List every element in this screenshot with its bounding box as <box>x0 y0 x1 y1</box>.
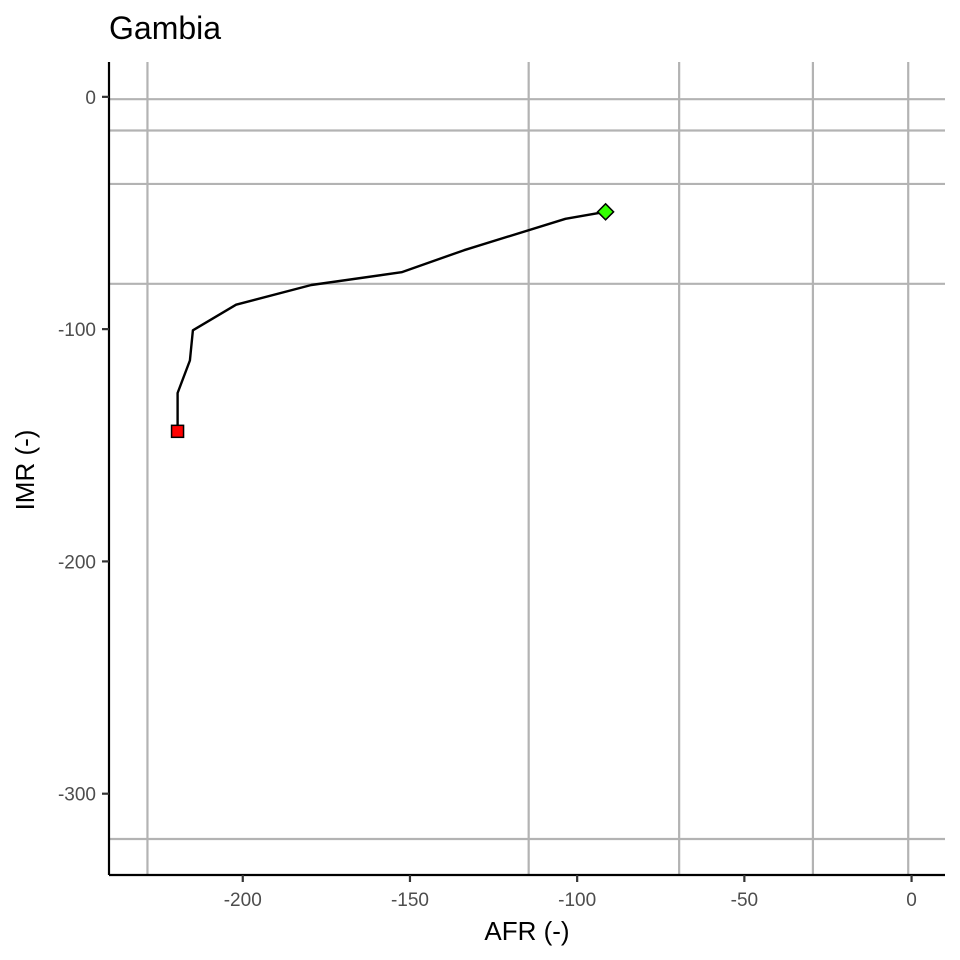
markers-layer <box>170 202 615 439</box>
start-marker-square <box>170 424 185 439</box>
y-axis-title: IMR (-) <box>10 430 40 511</box>
x-tick-label: 0 <box>906 890 917 911</box>
grid <box>109 62 945 875</box>
x-tick-label: -150 <box>391 890 429 911</box>
x-tick-label: -200 <box>224 890 262 911</box>
end-marker-diamond <box>596 202 615 221</box>
x-tick-label: -50 <box>731 890 758 911</box>
chart-title: Gambia <box>109 10 221 46</box>
y-tick-label: -300 <box>58 785 96 806</box>
y-tick-label: -200 <box>58 552 96 573</box>
ticks: -200 -150 -100 -50 0 0 -100 -200 -300 <box>58 88 917 911</box>
x-tick-label: -100 <box>558 890 596 911</box>
y-tick-label: 0 <box>85 88 96 109</box>
x-axis-title: AFR (-) <box>484 916 569 946</box>
axes <box>107 62 945 877</box>
series-line-0 <box>176 210 606 432</box>
y-tick-label: -100 <box>58 320 96 341</box>
series-layer <box>176 210 606 432</box>
